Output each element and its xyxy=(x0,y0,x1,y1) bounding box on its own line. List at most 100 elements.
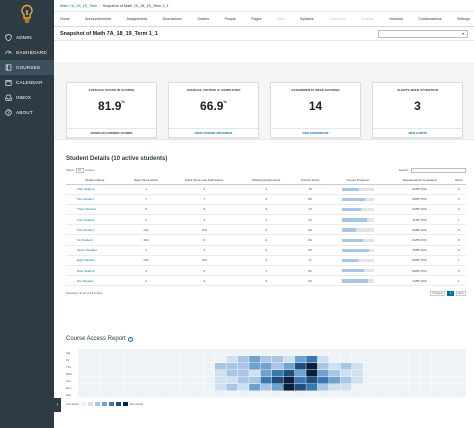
heatmap-cell xyxy=(180,370,192,377)
tab-grades[interactable]: Grades xyxy=(197,17,210,21)
heatmap-cell xyxy=(226,370,238,377)
tab-home[interactable]: Home xyxy=(60,17,70,21)
column-header[interactable]: Course Progress xyxy=(327,177,388,185)
show-label: Show xyxy=(66,168,74,172)
column-header[interactable]: Requirements Completed xyxy=(387,177,452,185)
tab-syllabus[interactable]: Syllabus xyxy=(300,17,314,21)
column-header[interactable]: Days Since Active xyxy=(123,177,169,185)
heatmap-cell xyxy=(89,391,101,398)
next-page-button[interactable]: Next xyxy=(455,290,466,296)
student-name-link[interactable]: Five Student xyxy=(66,224,124,236)
current-score: 73 xyxy=(292,204,328,216)
tab-settings[interactable]: Settings xyxy=(456,17,470,21)
heatmap-cell xyxy=(329,356,341,363)
nav-item-dashboard[interactable]: DASHBOARD xyxy=(0,45,54,60)
nav-item-inbox[interactable]: INBOX xyxy=(0,90,54,105)
heatmap-cell xyxy=(146,356,158,363)
calendar-icon xyxy=(5,79,12,86)
heatmap-cell xyxy=(203,356,215,363)
current-page-button[interactable]: 1 xyxy=(447,290,454,296)
nav-item-about[interactable]: ABOUT xyxy=(0,105,54,120)
column-header[interactable]: Alerts xyxy=(451,177,466,185)
heatmap-cell xyxy=(329,363,341,370)
progress-bar-fill xyxy=(341,228,357,232)
heatmap-cell xyxy=(89,377,101,384)
legend-swatch xyxy=(109,402,115,406)
nav-item-admin[interactable]: ADMIN xyxy=(0,30,54,45)
tab-outcomes[interactable]: Outcomes xyxy=(329,17,346,21)
day-label: Mon xyxy=(66,386,72,390)
student-name-link[interactable]: Six Student xyxy=(66,234,124,246)
day-label: Thu xyxy=(66,365,71,369)
tab-pages[interactable]: Pages xyxy=(251,17,262,21)
card-label: ASSIGNMENTS NEED GRADING xyxy=(291,88,340,92)
tab-modules[interactable]: Modules xyxy=(389,17,404,21)
heatmap-cell xyxy=(226,384,238,391)
column-header[interactable]: Days Since Last Submission xyxy=(168,177,240,185)
heatmap-cell xyxy=(454,349,466,356)
heatmap-cell xyxy=(317,363,329,370)
collapse-nav-button[interactable]: ‹ xyxy=(54,398,61,412)
course-progress-cell xyxy=(327,184,388,195)
column-header[interactable]: Student Name xyxy=(66,177,124,185)
heatmap-cell xyxy=(340,370,352,377)
student-name-link[interactable]: Eight Student xyxy=(66,255,124,267)
student-name-link[interactable]: Seven Student xyxy=(66,245,124,256)
column-header[interactable]: Current Score xyxy=(292,177,328,185)
alerts-count: 0 xyxy=(451,265,466,277)
search-input[interactable] xyxy=(411,167,466,173)
student-name-link[interactable]: Stan Student xyxy=(66,184,124,195)
heatmap-cell xyxy=(192,384,204,391)
heatmap-cell xyxy=(408,377,420,384)
tab-collaborations[interactable]: Collaborations xyxy=(418,17,442,21)
progress-bar xyxy=(341,258,374,263)
shield-icon xyxy=(5,34,12,41)
tab-discussions[interactable]: Discussions xyxy=(162,17,182,21)
heatmap-cell xyxy=(214,363,226,370)
alerts-count: 1 xyxy=(451,214,466,226)
tab-people[interactable]: People xyxy=(224,17,236,21)
student-name-link[interactable]: Three Student xyxy=(66,204,124,216)
student-name-link[interactable]: Nine Student xyxy=(66,265,124,277)
tab-assignments[interactable]: Assignments xyxy=(126,17,148,21)
student-details-heading: Student Details xyxy=(66,156,110,162)
alerts-count: 0 xyxy=(451,245,466,256)
table-footer: Showing 1 to 10 of 10 entries Previous 1… xyxy=(66,289,466,297)
student-name-link[interactable]: Two Student xyxy=(66,194,124,205)
canvas-logo[interactable] xyxy=(0,0,54,30)
missing-assignments: 0 xyxy=(240,194,293,205)
days-since-active: 7 xyxy=(123,194,169,205)
breadcrumb-course-link[interactable]: Math 7A_18_19_Term xyxy=(60,3,98,8)
nav-item-courses[interactable]: COURSES xyxy=(0,60,54,75)
current-score: 82 xyxy=(292,265,328,277)
heatmap-cell xyxy=(283,363,295,370)
card-footer-link[interactable]: VIEW GRADEBOOK xyxy=(271,128,360,137)
entries-select[interactable]: 10 xyxy=(75,167,84,173)
heatmap-cell xyxy=(226,391,238,398)
column-header[interactable]: Missing Assignments xyxy=(240,177,293,185)
tab-announcements[interactable]: Announcements xyxy=(85,17,112,21)
tab-quizzes[interactable]: Quizzes xyxy=(360,17,374,21)
heatmap-cell xyxy=(443,363,455,370)
heatmap-cell xyxy=(283,356,295,363)
heatmap-cell xyxy=(249,377,261,384)
nav-item-calendar[interactable]: CALENDAR xyxy=(0,75,54,90)
course-progress-cell xyxy=(327,245,388,256)
heatmap-cell xyxy=(123,370,135,377)
section-select[interactable]: ▾ xyxy=(378,29,468,38)
previous-page-button[interactable]: Previous xyxy=(430,290,446,296)
tab-files[interactable]: Files xyxy=(276,17,285,21)
student-name-link[interactable]: Four Student xyxy=(66,214,124,226)
days-since-submission: 7 xyxy=(168,194,240,205)
requirements-completed: 66/85 (0%) xyxy=(387,265,452,277)
heatmap-cell xyxy=(443,349,455,356)
card-footer-link[interactable]: VIEW STUDENT PROGRESS xyxy=(169,128,258,137)
heatmap-cell xyxy=(100,363,112,370)
heatmap-cell xyxy=(272,391,284,398)
heatmap-legend: Less activity More activity xyxy=(66,402,143,406)
student-name-link[interactable]: Ten Student xyxy=(66,275,124,287)
progress-bar-fill xyxy=(341,269,365,273)
help-icon[interactable]: ? xyxy=(127,336,133,342)
heatmap-cell xyxy=(397,370,409,377)
card-footer-link[interactable]: VIEW ALERTS xyxy=(373,128,462,137)
